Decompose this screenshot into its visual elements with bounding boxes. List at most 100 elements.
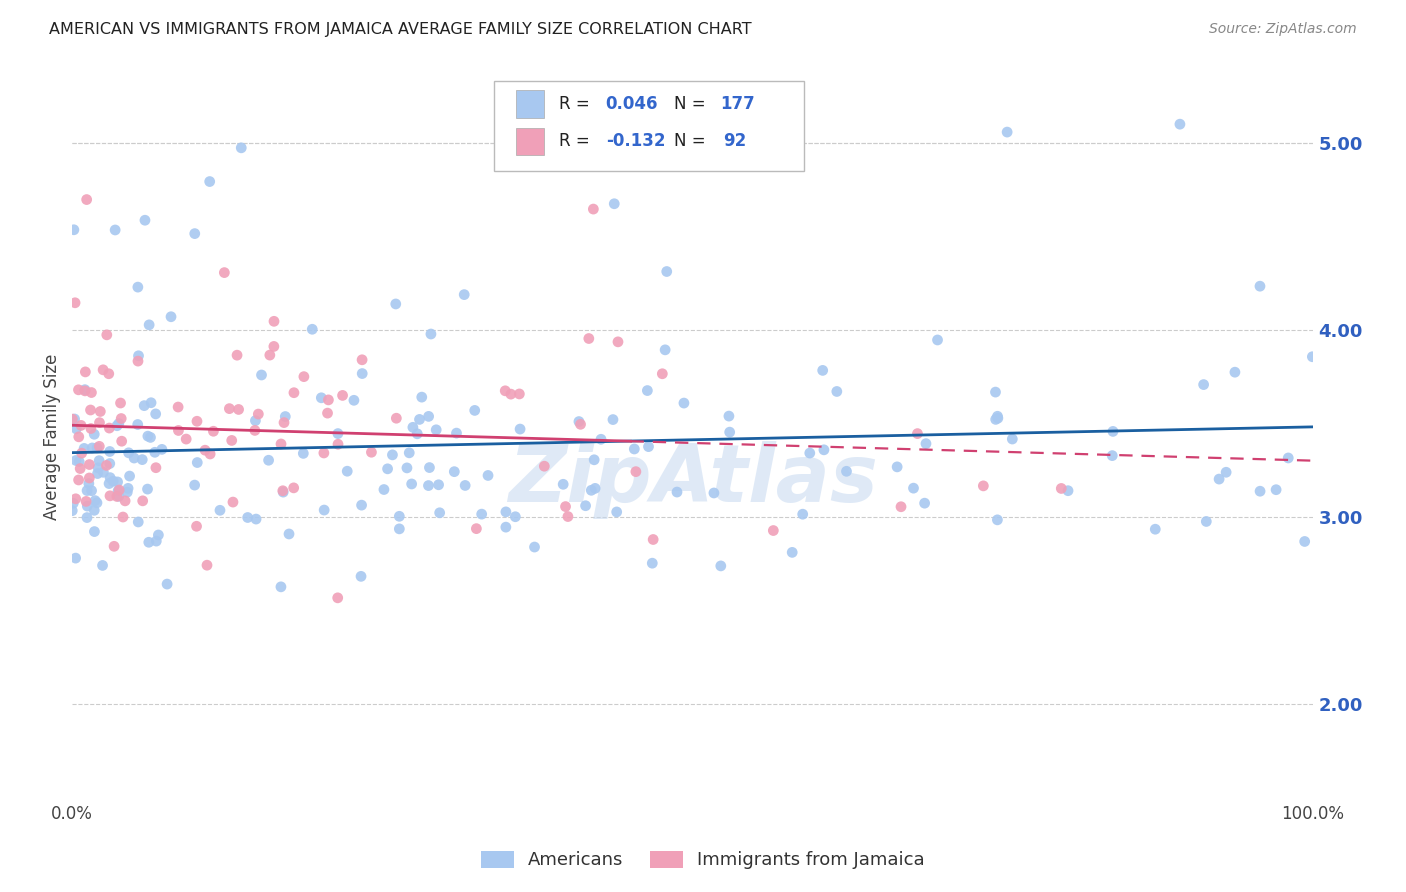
Point [352,367,374,381]
Point [118,469,141,483]
Point [76,499,98,513]
Point [156,577,179,591]
Point [471,507,494,521]
Point [76,510,98,524]
Point [995,125,1018,139]
Point [408,412,430,426]
Point [418,460,440,475]
Point [98,421,121,435]
Point [117,485,139,500]
Point [606,505,628,519]
Point [406,426,429,441]
Point [1301,350,1323,364]
Point [69,461,91,475]
Point [813,442,835,457]
Point [79,458,101,472]
Point [986,513,1008,527]
Point [425,423,447,437]
Point [1215,465,1237,479]
Point [77,476,100,491]
Point [79,471,101,485]
Point [117,446,139,460]
Point [666,485,689,500]
Point [569,417,592,432]
Point [398,446,420,460]
Point [603,196,626,211]
Point [495,505,517,519]
Point [419,326,441,341]
Point [554,500,576,514]
Bar [516,90,544,118]
Point [453,287,475,301]
Text: Source: ZipAtlas.com: Source: ZipAtlas.com [1209,22,1357,37]
Point [316,406,339,420]
Point [1265,483,1288,497]
Point [350,569,373,583]
Text: 92: 92 [724,132,747,151]
Point [388,509,411,524]
Point [83,427,105,442]
Point [533,459,555,474]
Point [75,494,97,508]
Point [509,422,531,436]
Point [583,482,606,496]
Point [1195,515,1218,529]
Point [1050,482,1073,496]
Point [326,437,349,451]
Point [65,422,87,436]
Point [65,491,87,506]
Point [1001,432,1024,446]
Point [202,424,225,438]
Point [198,175,221,189]
Point [67,383,90,397]
Point [76,193,98,207]
Point [350,498,373,512]
Point [654,343,676,357]
Point [98,470,121,484]
Point [136,482,159,496]
Text: R =: R = [558,95,595,113]
Point [67,454,90,468]
Point [184,227,207,241]
FancyBboxPatch shape [494,81,804,171]
Point [927,333,949,347]
Point [231,141,253,155]
Point [332,388,354,402]
Point [278,527,301,541]
Point [915,436,938,450]
Point [91,363,114,377]
Point [811,363,834,377]
Point [651,367,673,381]
Point [208,503,231,517]
Point [145,460,167,475]
Point [93,465,115,479]
Point [1101,449,1123,463]
Point [107,483,129,498]
Point [83,503,105,517]
Point [1249,484,1271,499]
Point [86,467,108,481]
Point [97,367,120,381]
Point [292,369,315,384]
Point [221,434,243,448]
Point [250,368,273,382]
Point [105,490,128,504]
Point [83,524,105,539]
Point [131,493,153,508]
Point [568,415,591,429]
Text: N =: N = [673,95,711,113]
Point [835,464,858,478]
Point [103,474,125,488]
Point [63,223,86,237]
Point [1168,117,1191,131]
Point [114,494,136,508]
Point [127,515,149,529]
Y-axis label: Average Family Size: Average Family Size [44,354,60,520]
Point [89,416,111,430]
Point [98,444,121,458]
Point [1102,425,1125,439]
Point [110,396,132,410]
Point [343,393,366,408]
Point [710,558,733,573]
Point [80,385,103,400]
